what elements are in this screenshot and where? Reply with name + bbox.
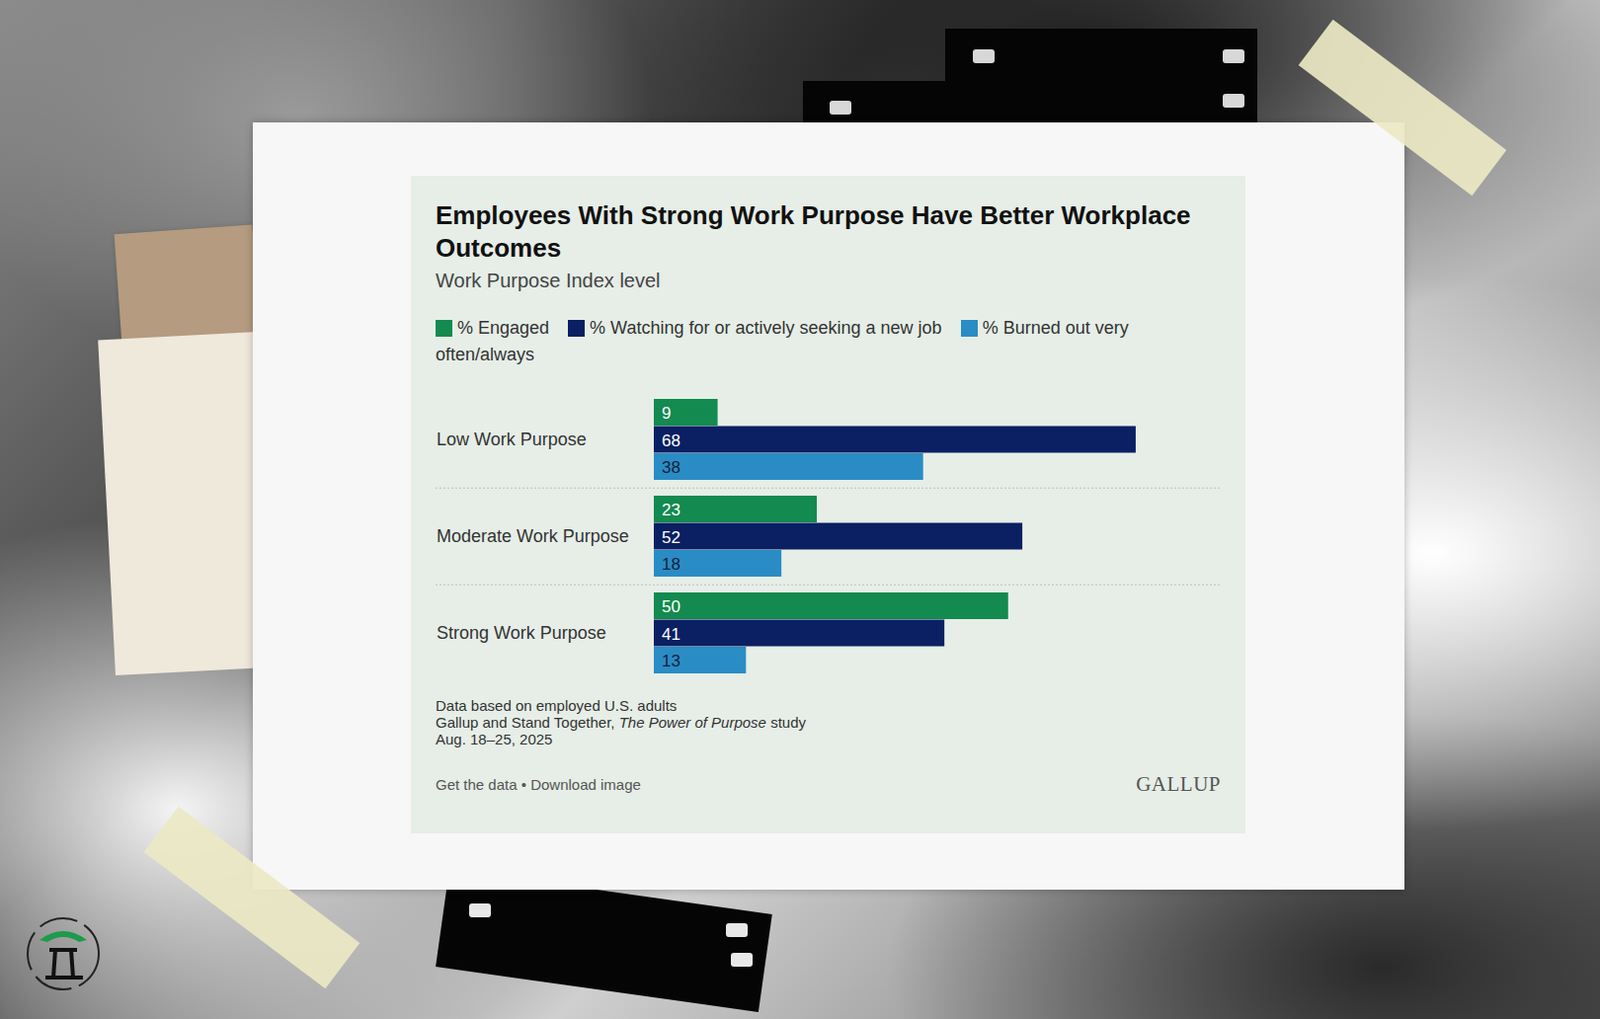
film-strip (435, 869, 773, 1013)
legend-label: % Watching for or actively seeking a new… (589, 318, 943, 338)
data-label: 18 (661, 555, 681, 574)
date: Aug. 18–25, 2025 (435, 730, 553, 748)
source: Gallup and Stand Together, The Power of … (435, 714, 806, 731)
bar (653, 620, 945, 647)
film-hole (1222, 93, 1245, 108)
bar (653, 592, 1009, 620)
data-label: 41 (661, 625, 681, 644)
title: Employees With Strong Work Purpose Have … (435, 199, 1226, 265)
category-label: Strong Work Purpose (436, 623, 607, 643)
film-hole (469, 903, 491, 918)
logo-roof (39, 931, 87, 943)
logo (21, 912, 105, 996)
film-hole (725, 923, 748, 938)
data-label: 23 (661, 500, 681, 520)
legend-item: % Engaged (435, 318, 563, 338)
category-label: Moderate Work Purpose (436, 526, 630, 547)
note: Data based on employed U.S. adults (435, 697, 677, 715)
source-part: The Power of Purpose (619, 714, 767, 731)
logo-ring (27, 918, 99, 990)
legend-swatch (960, 320, 978, 337)
logo-gate (45, 950, 83, 978)
bar (653, 399, 719, 426)
links[interactable]: Get the data • Download image (435, 776, 641, 794)
chart: Low Work Purpose 9 68 38 Moderate Work Purpo… (0, 0, 1600, 1019)
data-label: 38 (661, 458, 681, 478)
bar (653, 646, 746, 674)
data-label: 9 (661, 403, 671, 423)
data-label: 52 (661, 528, 681, 548)
data-label: 50 (661, 597, 681, 617)
separator (435, 487, 1221, 489)
film-hole (972, 49, 995, 64)
separator (435, 584, 1221, 586)
bar (653, 426, 1136, 454)
bar (653, 523, 1023, 551)
torn-paper-print (97, 331, 274, 676)
legend: % Engaged % Watching for or actively see… (435, 315, 1216, 369)
category-label: Low Work Purpose (436, 429, 587, 450)
legend-swatch (567, 320, 585, 337)
labels: Low Work Purpose 9 68 38 Moderate Work Purpo… (436, 403, 681, 671)
film-hole (1222, 49, 1245, 64)
data-label: 68 (661, 431, 681, 451)
legend-item: % Watching for or actively seeking a new… (567, 318, 957, 338)
source-part: Gallup and Stand Together, (435, 714, 616, 731)
bar (653, 550, 782, 577)
bars (653, 399, 1136, 674)
bar (653, 453, 924, 480)
data-label: 13 (661, 651, 681, 671)
source-part: study (770, 714, 806, 731)
film-hole (730, 953, 753, 967)
legend-swatch (435, 320, 453, 337)
bar (653, 495, 817, 523)
legend-label: % Engaged (457, 318, 550, 338)
brand: GALLUP (1135, 772, 1221, 798)
film-hole (829, 100, 852, 115)
subtitle: Work Purpose Index level (435, 269, 661, 293)
